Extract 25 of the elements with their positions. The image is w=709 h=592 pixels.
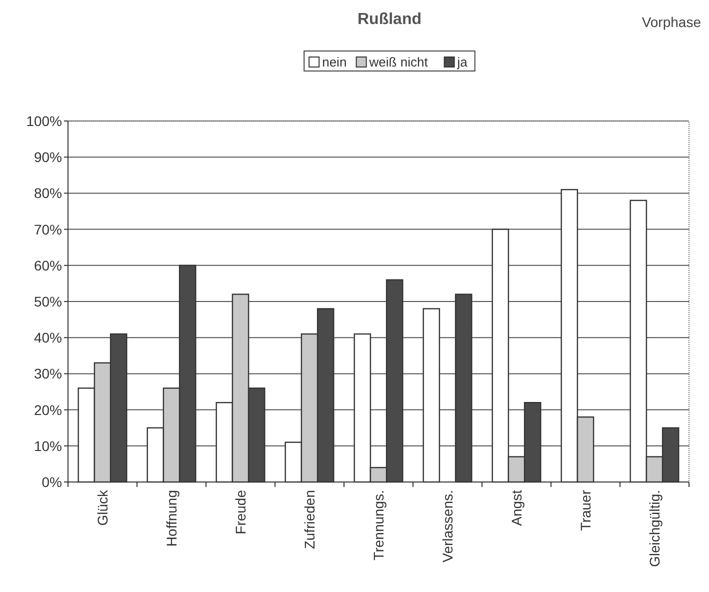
x-tick-label: Trauer (578, 490, 594, 531)
y-tick-label: 40% (34, 330, 62, 346)
y-tick-label: 20% (34, 402, 62, 418)
y-tick-label: 60% (34, 257, 62, 274)
x-tick-label: Angst (508, 490, 524, 526)
y-tick-label: 10% (34, 438, 62, 454)
y-tick-label: 90% (34, 149, 62, 166)
y-tick-label: 50% (34, 294, 62, 310)
x-tick-label: Zufrieden (302, 490, 318, 550)
x-tick-label: Gleichgültig. (646, 490, 662, 568)
chart-subtitle: Vorphase (642, 14, 702, 30)
y-tick-label: 30% (34, 366, 62, 382)
y-tick-label: 70% (34, 221, 62, 238)
x-tick-label: Hoffnung (164, 490, 180, 547)
x-tick-label: Trennungs. (370, 490, 386, 560)
x-tick-label: Glück (94, 489, 110, 526)
legend-label: nein (322, 54, 347, 70)
y-tick-label: 80% (34, 185, 62, 202)
chart-title: Rußland (358, 11, 422, 28)
x-tick-label: Freude (232, 490, 248, 534)
y-tick-label: 100% (26, 113, 62, 129)
legend-label: weiß nicht (368, 54, 428, 70)
y-tick-label: 0% (42, 474, 62, 490)
x-tick-label: Verlassens. (440, 490, 456, 562)
legend-label: ja (456, 54, 468, 70)
